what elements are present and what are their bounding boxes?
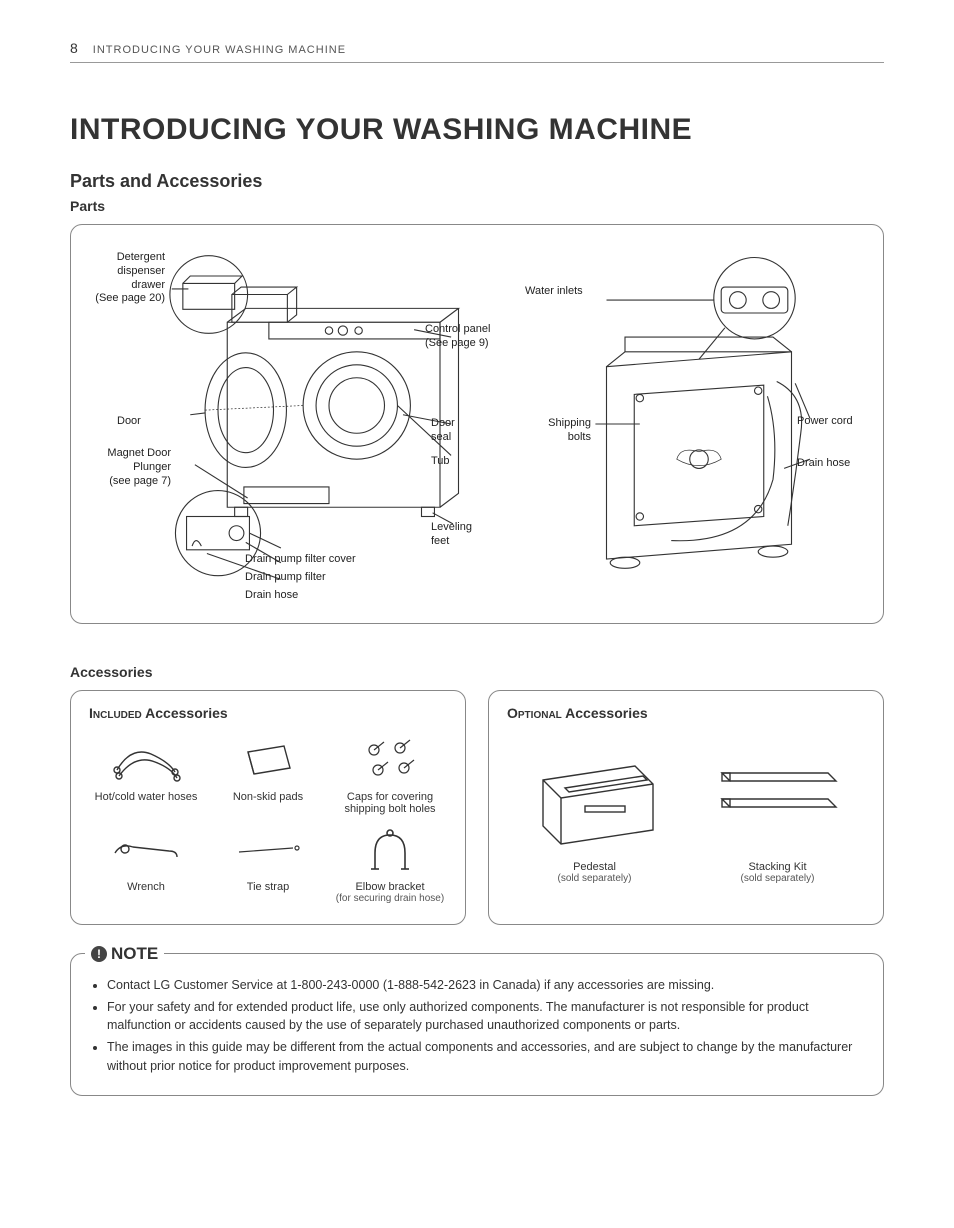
hoses-icon [111,740,181,780]
label-drain-pump-cover: Drain pump filter cover [245,553,356,567]
info-icon: ! [91,946,107,962]
page-title: INTRODUCING YOUR WASHING MACHINE [70,113,884,147]
note-item: The images in this guide may be differen… [107,1038,865,1074]
label-door-seal: Door seal [431,417,455,445]
optional-title: Optional AccessoriesOptional Accessories [507,705,865,721]
acc-label: Tie strap [211,881,325,893]
label-shipping-bolts: Shipping bolts [531,417,591,445]
parts-diagram-panel: Detergent dispenser drawer (See page 20)… [70,224,884,624]
acc-label: Wrench [89,881,203,893]
tiestrap-icon [233,838,303,862]
note-title: ! NOTE [85,942,164,967]
acc-label: Caps for covering shipping bolt holes [333,791,447,815]
subheading-accessories: Accessories [70,664,884,680]
pads-icon [240,740,296,780]
wrench-icon [111,835,181,865]
label-magnet-plunger: Magnet Door Plunger (see page 7) [81,447,171,488]
label-tub: Tub [431,455,450,469]
parts-diagram-svg [87,239,867,609]
caps-icon [360,738,420,782]
opt-sublabel: (sold separately) [690,873,865,884]
opt-item-stacking: Stacking Kit (sold separately) [690,735,865,884]
acc-item-elbow: Elbow bracket (for securing drain hose) [333,825,447,904]
included-title: Included Included AccessoriesAccessories [89,705,447,721]
pedestal-icon [525,740,665,850]
label-drain-hose-front: Drain hose [245,589,298,603]
opt-label: Stacking Kit [690,861,865,873]
page-header: 8 INTRODUCING YOUR WASHING MACHINE [70,40,884,63]
acc-item-tiestrap: Tie strap [211,825,325,904]
label-door: Door [117,415,141,429]
label-water-inlets: Water inlets [525,285,583,299]
note-title-text: NOTE [111,942,158,967]
opt-sublabel: (sold separately) [507,873,682,884]
acc-item-hoses: Hot/cold water hoses [89,735,203,815]
note-item: Contact LG Customer Service at 1-800-243… [107,976,865,994]
subheading-parts: Parts [70,198,884,214]
header-section: INTRODUCING YOUR WASHING MACHINE [93,44,346,56]
acc-item-wrench: Wrench [89,825,203,904]
subheading-parts-accessories: Parts and Accessories [70,171,884,192]
label-control-panel: Control panel (See page 9) [425,323,490,351]
label-leveling-feet: Leveling feet [431,521,472,549]
acc-item-caps: Caps for covering shipping bolt holes [333,735,447,815]
optional-accessories-panel: Optional AccessoriesOptional Accessories… [488,690,884,925]
acc-label: Non-skid pads [211,791,325,803]
included-accessories-panel: Included Included AccessoriesAccessories… [70,690,466,925]
label-drain-pump-filter: Drain pump filter [245,571,326,585]
accessories-row: Included Included AccessoriesAccessories… [70,690,884,925]
opt-label: Pedestal [507,861,682,873]
note-box: ! NOTE Contact LG Customer Service at 1-… [70,953,884,1096]
page-number: 8 [70,40,79,56]
acc-item-pads: Non-skid pads [211,735,325,815]
note-list: Contact LG Customer Service at 1-800-243… [89,976,865,1075]
elbow-icon [365,827,415,873]
label-power-cord: Power cord [797,415,853,429]
label-drain-hose-back: Drain hose [797,457,850,471]
acc-label: Elbow bracket [333,881,447,893]
label-detergent-dispenser: Detergent dispenser drawer (See page 20) [95,251,165,306]
acc-sublabel: (for securing drain hose) [333,893,447,904]
acc-label: Hot/cold water hoses [89,791,203,803]
opt-item-pedestal: Pedestal (sold separately) [507,735,682,884]
note-item: For your safety and for extended product… [107,998,865,1034]
stacking-icon [708,755,848,835]
